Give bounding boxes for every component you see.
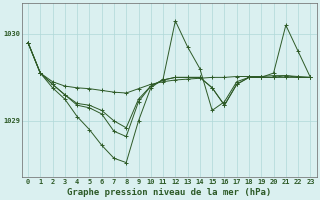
X-axis label: Graphe pression niveau de la mer (hPa): Graphe pression niveau de la mer (hPa): [67, 188, 271, 197]
